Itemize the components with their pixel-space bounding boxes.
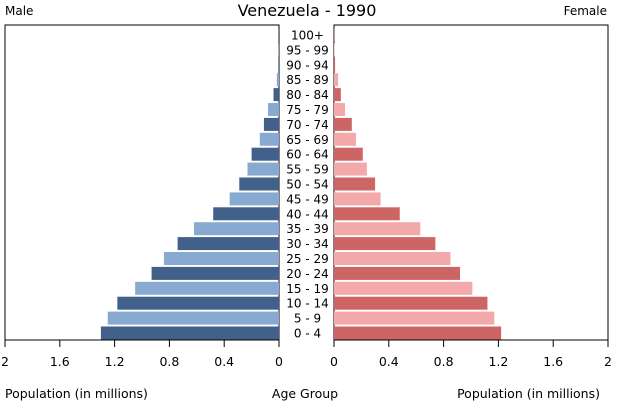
age-group-label: 95 - 99 <box>286 43 329 57</box>
female-x-tick-label: 1.6 <box>543 354 563 369</box>
male-bar-20-24 <box>152 267 279 280</box>
female-bar-0-4 <box>334 327 501 340</box>
female-x-tick-label: 0.4 <box>379 354 399 369</box>
age-group-label: 100+ <box>291 29 324 43</box>
female-bar-85-89 <box>334 73 338 86</box>
age-group-label: 10 - 14 <box>286 297 329 311</box>
age-group-label: 0 - 4 <box>294 327 321 341</box>
x-axis-label-female: Population (in millions) <box>457 386 600 401</box>
age-group-label: 70 - 74 <box>286 118 329 132</box>
age-group-label: 40 - 44 <box>286 207 329 221</box>
female-bar-25-29 <box>334 252 450 265</box>
female-bar-80-84 <box>334 88 341 101</box>
male-x-tick-label: 2 <box>1 354 9 369</box>
male-bar-70-74 <box>264 118 279 131</box>
male-bar-15-19 <box>135 282 279 295</box>
female-bar-55-59 <box>334 163 367 176</box>
female-bar-60-64 <box>334 148 363 161</box>
male-bar-30-34 <box>178 237 279 250</box>
age-group-label: 15 - 19 <box>286 282 329 296</box>
x-axis-label-age-group: Age Group <box>272 386 338 401</box>
male-bar-80-84 <box>274 88 279 101</box>
male-label: Male <box>5 4 33 18</box>
female-bar-75-79 <box>334 103 345 116</box>
female-label: Female <box>564 4 607 18</box>
female-bar-10-14 <box>334 297 487 310</box>
female-bar-30-34 <box>334 237 435 250</box>
age-group-label: 90 - 94 <box>286 58 329 72</box>
female-bar-5-9 <box>334 312 494 325</box>
age-group-label: 30 - 34 <box>286 237 329 251</box>
age-group-label: 35 - 39 <box>286 222 329 236</box>
female-bar-65-69 <box>334 133 356 146</box>
male-bar-85-89 <box>277 73 279 86</box>
male-bar-50-54 <box>239 178 279 191</box>
female-bar-90-94 <box>334 58 335 71</box>
male-x-tick-label: 1.2 <box>105 354 125 369</box>
male-bar-40-44 <box>213 207 279 220</box>
male-bar-45-49 <box>230 192 279 205</box>
male-bar-10-14 <box>117 297 279 310</box>
age-group-label: 55 - 59 <box>286 163 329 177</box>
x-axis-label-male: Population (in millions) <box>5 386 148 401</box>
male-bar-55-59 <box>247 163 279 176</box>
male-bar-90-94 <box>278 58 279 71</box>
age-group-label: 5 - 9 <box>294 312 321 326</box>
age-group-label: 80 - 84 <box>286 88 329 102</box>
chart-title: Venezuela - 1990 <box>238 1 377 20</box>
female-bar-95-99 <box>334 43 335 56</box>
female-bar-40-44 <box>334 207 400 220</box>
male-bar-5-9 <box>108 312 279 325</box>
female-bar-15-19 <box>334 282 472 295</box>
female-bar-20-24 <box>334 267 460 280</box>
male-bar-60-64 <box>252 148 279 161</box>
male-x-tick-label: 0.8 <box>159 354 179 369</box>
male-bar-25-29 <box>164 252 279 265</box>
male-x-tick-label: 0.4 <box>214 354 234 369</box>
age-group-label: 75 - 79 <box>286 103 329 117</box>
age-group-label: 20 - 24 <box>286 267 329 281</box>
age-group-label: 85 - 89 <box>286 73 329 87</box>
age-group-label: 50 - 54 <box>286 178 329 192</box>
age-group-label: 65 - 69 <box>286 133 329 147</box>
male-bar-0-4 <box>101 327 279 340</box>
female-x-tick-label: 0 <box>330 354 338 369</box>
male-x-tick-label: 1.6 <box>50 354 70 369</box>
female-x-tick-label: 2 <box>604 354 612 369</box>
female-x-tick-label: 1.2 <box>488 354 508 369</box>
female-bar-35-39 <box>334 222 420 235</box>
age-group-label: 45 - 49 <box>286 192 329 206</box>
female-x-tick-label: 0.8 <box>434 354 454 369</box>
female-bar-50-54 <box>334 178 375 191</box>
male-bar-35-39 <box>194 222 279 235</box>
male-bar-65-69 <box>260 133 279 146</box>
age-group-label: 60 - 64 <box>286 148 329 162</box>
male-bar-75-79 <box>268 103 279 116</box>
age-group-label: 25 - 29 <box>286 252 329 266</box>
male-x-tick-label: 0 <box>275 354 283 369</box>
female-bar-45-49 <box>334 192 381 205</box>
female-bar-70-74 <box>334 118 352 131</box>
